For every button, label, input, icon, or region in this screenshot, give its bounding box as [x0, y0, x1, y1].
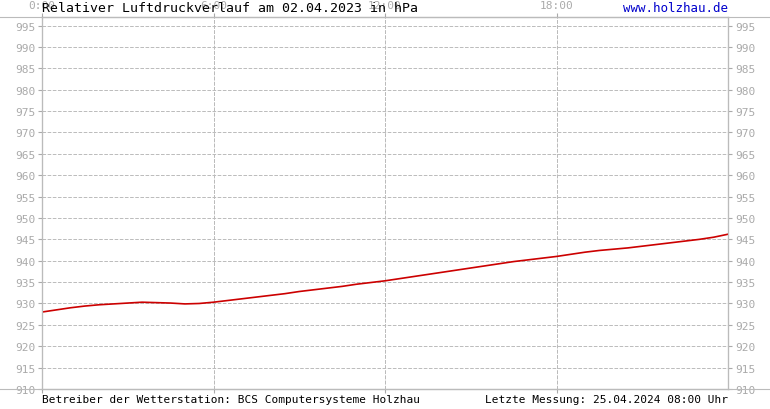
Text: Betreiber der Wetterstation: BCS Computersysteme Holzhau: Betreiber der Wetterstation: BCS Compute… [42, 394, 420, 404]
Text: www.holzhau.de: www.holzhau.de [623, 2, 728, 16]
Text: Letzte Messung: 25.04.2024 08:00 Uhr: Letzte Messung: 25.04.2024 08:00 Uhr [485, 394, 728, 404]
Text: Relativer Luftdruckverlauf am 02.04.2023 in hPa: Relativer Luftdruckverlauf am 02.04.2023… [42, 2, 418, 16]
